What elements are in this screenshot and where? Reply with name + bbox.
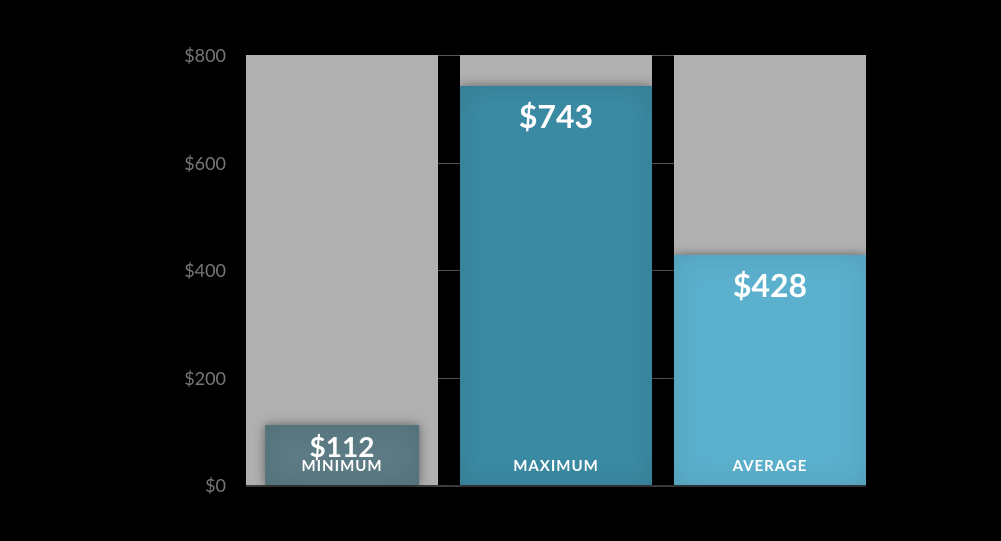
- y-tick-label: $600: [146, 152, 226, 174]
- axis-zero-line: [246, 485, 866, 487]
- bar-maximum: $743 MAXIMUM: [460, 86, 652, 485]
- y-tick-label: $0: [146, 474, 226, 496]
- bar-value-maximum: $743: [460, 96, 652, 135]
- bar-slot-average: $428 AVERAGE: [674, 55, 866, 485]
- plot-area: $112MINIMUM $743 MAXIMUM $428 AVERAGE: [246, 55, 866, 485]
- bar-label-minimum: MINIMUM: [265, 457, 419, 475]
- bar-average: $428 AVERAGE: [674, 255, 866, 485]
- y-tick-label: $800: [146, 44, 226, 66]
- y-tick-label: $200: [146, 367, 226, 389]
- bar-label-maximum: MAXIMUM: [460, 457, 652, 475]
- bar-minimum: $112MINIMUM: [265, 425, 419, 485]
- bar-value-average: $428: [674, 265, 866, 304]
- cost-bar-chart: $112MINIMUM $743 MAXIMUM $428 AVERAGE $0 $200…: [0, 0, 1001, 541]
- bar-slot-minimum: $112MINIMUM: [246, 55, 438, 485]
- bar-slot-maximum: $743 MAXIMUM: [460, 55, 652, 485]
- bar-label-average: AVERAGE: [674, 457, 866, 475]
- y-tick-label: $400: [146, 259, 226, 281]
